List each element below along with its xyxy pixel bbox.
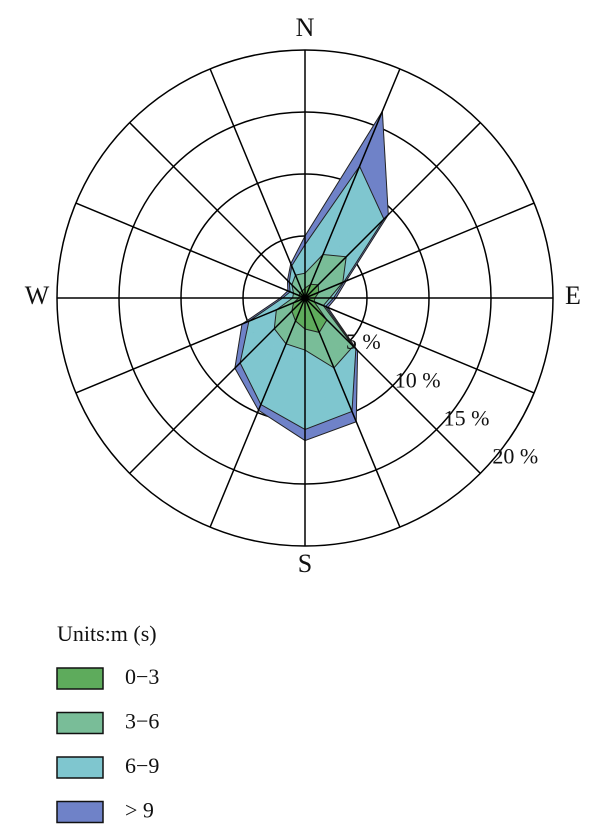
direction-label: E: [565, 281, 581, 310]
legend-label: 6−9: [125, 753, 159, 778]
ring-label: 15 %: [444, 406, 490, 431]
spoke-line: [304, 68, 401, 299]
direction-label: N: [296, 13, 315, 42]
legend-label: > 9: [125, 798, 154, 823]
spoke-line: [75, 202, 306, 299]
legend-swatch: [56, 800, 104, 824]
spoke-line: [304, 297, 481, 474]
spoke-line: [304, 297, 535, 394]
legend-label: 0−3: [125, 664, 159, 689]
spoke-line: [304, 297, 401, 528]
legend-swatch: [56, 711, 104, 735]
spoke-line: [304, 122, 481, 299]
spoke-line: [129, 122, 306, 299]
spoke-line: [209, 68, 306, 299]
direction-label: S: [298, 549, 312, 578]
legend-swatch: [56, 756, 104, 779]
legend-label: 3−6: [125, 709, 159, 734]
spoke-line: [75, 297, 306, 394]
spoke-line: [209, 297, 306, 528]
ring-label: 10 %: [395, 367, 441, 392]
ring-label: 5 %: [346, 329, 381, 354]
spoke-line: [304, 202, 535, 299]
ring-label: 20 %: [492, 444, 538, 469]
legend-title: Units:m (s): [57, 621, 157, 646]
direction-label: W: [25, 281, 50, 310]
legend-swatch: [56, 667, 104, 690]
spoke-line: [129, 297, 306, 474]
